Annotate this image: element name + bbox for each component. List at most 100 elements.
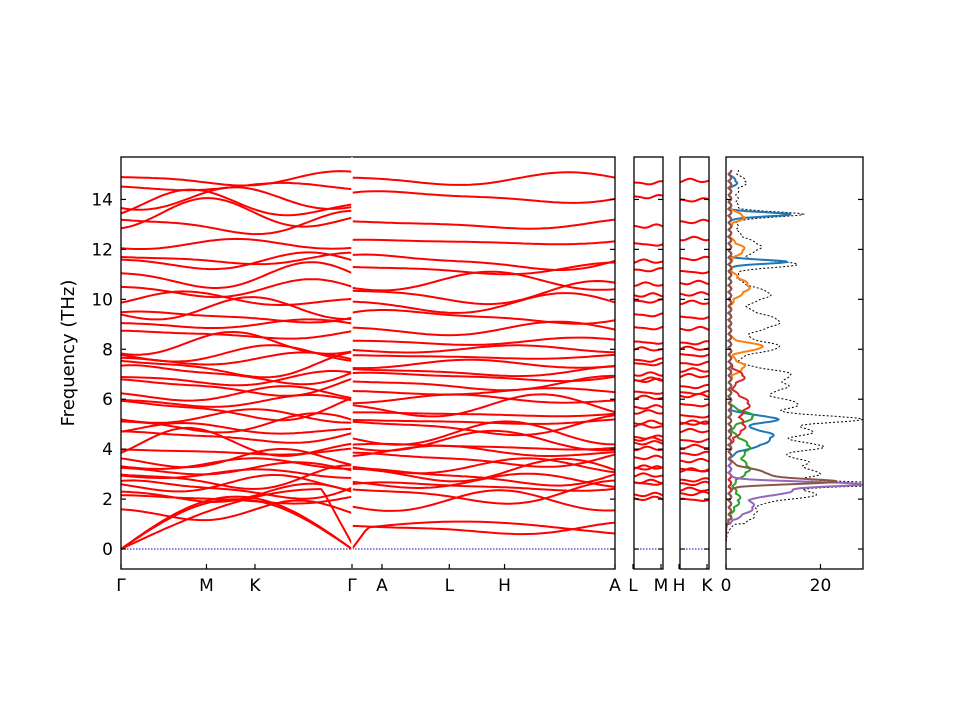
phonon-band xyxy=(351,457,615,483)
phonon-band xyxy=(121,181,353,192)
phonon-band xyxy=(121,209,353,236)
high-symmetry-label: M xyxy=(654,576,669,596)
phonon-band xyxy=(680,177,709,184)
phonon-band xyxy=(121,457,352,470)
phonon-band xyxy=(121,499,353,522)
phonon-band xyxy=(680,428,709,434)
phonon-band xyxy=(680,390,709,396)
phonon-band xyxy=(680,340,709,346)
phonon-band xyxy=(680,367,709,373)
phonon-band xyxy=(121,197,353,230)
phonon-band xyxy=(121,296,353,321)
phonon-band xyxy=(680,373,709,379)
phonon-band xyxy=(121,474,353,493)
phonon-band xyxy=(121,278,353,299)
phonon-band xyxy=(634,346,663,352)
phonon-band xyxy=(680,457,709,464)
phonon-band xyxy=(634,267,663,273)
acoustic-band xyxy=(121,495,353,550)
phonon-band xyxy=(121,237,353,250)
phonon-band xyxy=(680,443,709,450)
phonon-band xyxy=(634,312,663,318)
phonon-band xyxy=(634,194,663,200)
phonon-band xyxy=(634,376,663,382)
panel-frame xyxy=(120,156,616,570)
phonon-band xyxy=(351,218,615,230)
y-tick-label: 14 xyxy=(91,190,113,210)
phonon-band xyxy=(634,394,663,400)
phonon-band xyxy=(351,353,615,360)
phonon-band xyxy=(352,411,615,418)
phonon-band xyxy=(351,429,615,452)
high-symmetry-label: H xyxy=(673,576,686,596)
phonon-band xyxy=(121,261,353,289)
phonon-band xyxy=(352,418,615,425)
phonon-band xyxy=(680,218,709,225)
y-tick-label: 10 xyxy=(91,290,113,310)
phonon-band xyxy=(121,251,353,271)
phonon-band xyxy=(351,309,615,325)
phonon-band xyxy=(634,325,663,331)
phonon-band xyxy=(680,360,709,366)
phonon-band xyxy=(351,364,615,378)
y-tick-label: 12 xyxy=(91,240,113,260)
phonon-band xyxy=(121,188,353,217)
phonon-band xyxy=(680,353,709,358)
phonon-band xyxy=(680,383,709,390)
phonon-band xyxy=(634,390,663,395)
phonon-band xyxy=(634,419,663,425)
phonon-band xyxy=(680,450,709,456)
high-symmetry-label: H xyxy=(498,576,511,596)
phonon-band xyxy=(680,403,709,408)
high-symmetry-label: L xyxy=(445,576,455,596)
phonon-band xyxy=(680,197,709,203)
phonon-band xyxy=(680,490,709,497)
main-band-plot xyxy=(121,170,615,550)
phonon-band xyxy=(680,235,709,242)
phonon-band xyxy=(351,489,615,512)
phonon-band xyxy=(680,477,709,483)
phonon-band xyxy=(634,371,663,377)
phonon-band xyxy=(351,451,615,468)
phonon-band xyxy=(351,387,615,396)
high-symmetry-label: M xyxy=(199,576,214,596)
phonon-band xyxy=(680,392,709,399)
partial-dos-line xyxy=(726,169,838,542)
phonon-band xyxy=(121,318,353,329)
phonon-band xyxy=(634,242,663,247)
high-symmetry-label: K xyxy=(701,576,713,596)
phonon-band xyxy=(351,521,615,536)
phonon-band xyxy=(121,351,353,379)
phonon-band xyxy=(351,420,615,446)
high-symmetry-label: K xyxy=(249,576,261,596)
dos-plot xyxy=(726,169,863,542)
dos-x-tick-label: 20 xyxy=(810,576,832,596)
phonon-band xyxy=(634,478,663,485)
phonon-band xyxy=(121,393,353,408)
high-symmetry-label: A xyxy=(609,576,621,596)
phonon-band xyxy=(121,364,353,386)
phonon-band xyxy=(634,465,663,471)
y-tick-label: 2 xyxy=(102,490,113,510)
phonon-band xyxy=(121,310,353,324)
phonon-band xyxy=(351,393,615,405)
lm-band-plot xyxy=(634,180,663,550)
phonon-band xyxy=(680,279,709,286)
phonon-band xyxy=(634,434,663,440)
phonon-band xyxy=(121,330,353,356)
phonon-band xyxy=(680,270,709,275)
phonon-band xyxy=(121,430,353,444)
phonon-band xyxy=(634,298,663,304)
phonon-band xyxy=(351,320,615,337)
phonon-band xyxy=(634,472,663,478)
panel-frame xyxy=(725,156,864,570)
phonon-band xyxy=(634,340,663,345)
phonon-band xyxy=(680,419,709,425)
phonon-band xyxy=(351,238,615,246)
phonon-band xyxy=(634,491,663,498)
acoustic-band xyxy=(121,488,353,550)
high-symmetry-label: L xyxy=(628,576,638,596)
phonon-band xyxy=(680,291,709,297)
y-tick-label: 4 xyxy=(102,440,113,460)
phonon-band xyxy=(634,180,663,186)
